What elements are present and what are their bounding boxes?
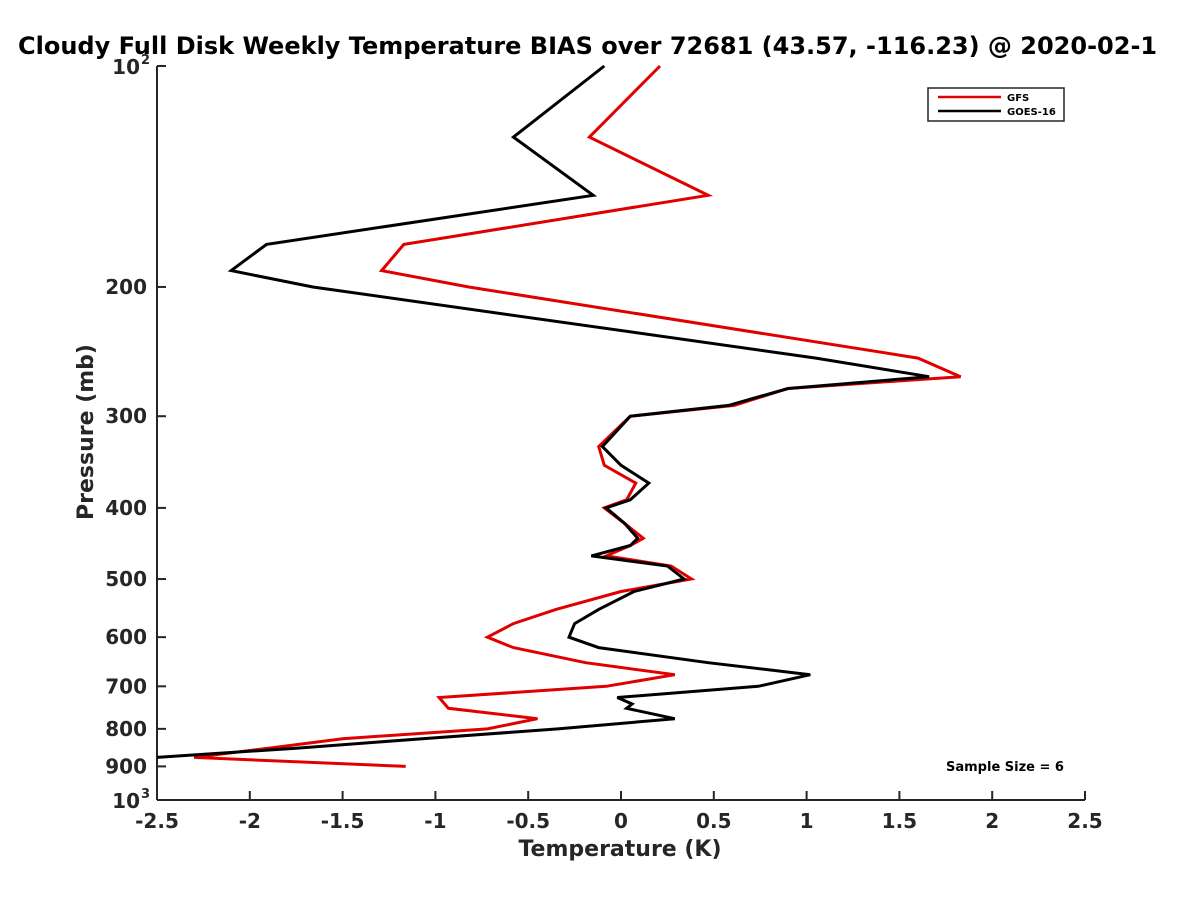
legend-entry: GFS: [1007, 93, 1029, 104]
x-axis: -2.5 -2 -1.5 -1 -0.5 0 0.5 1 1.5 2 2.5: [135, 791, 1103, 833]
y-tick-label: 800: [105, 717, 147, 741]
x-tick-label: -1: [424, 809, 446, 833]
y-tick-label: 300: [105, 404, 147, 428]
y-tick-label: 200: [105, 275, 147, 299]
y-tick-label: 700: [105, 674, 147, 698]
y-tick-label: 600: [105, 625, 147, 649]
y-tick-label: 900: [105, 754, 147, 778]
legend: GFS GOES-16: [927, 87, 1065, 122]
x-tick-label: 2.5: [1067, 809, 1102, 833]
series-lines: [156, 64, 962, 768]
sample-size-annotation: Sample Size = 6: [946, 760, 1064, 775]
plot-area: [156, 66, 1085, 801]
x-tick-label: -0.5: [506, 809, 550, 833]
series-line-goes-16: [156, 64, 930, 759]
legend-box: [927, 87, 1065, 122]
legend-entry: GOES-16: [1007, 107, 1056, 118]
y-tick-exponent: 2: [141, 53, 150, 68]
y-tick-label: 400: [105, 496, 147, 520]
y-tick-label: 10: [112, 55, 140, 79]
y-axis-label: Pressure (mb): [74, 344, 99, 520]
x-tick-label: -2: [239, 809, 261, 833]
chart-title: Cloudy Full Disk Weekly Temperature BIAS…: [18, 32, 1157, 60]
x-tick-label: -1.5: [321, 809, 365, 833]
series-line-gfs: [193, 64, 962, 768]
y-tick-label: 500: [105, 567, 147, 591]
x-tick-label: -2.5: [135, 809, 179, 833]
x-tick-label: 1.5: [882, 809, 917, 833]
x-tick-label: 0.5: [696, 809, 731, 833]
y-tick-exponent: 3: [141, 787, 150, 802]
y-tick-label: 10: [112, 789, 140, 813]
x-tick-label: 2: [985, 809, 999, 833]
x-tick-label: 0: [614, 809, 628, 833]
x-axis-label: Temperature (K): [518, 837, 721, 862]
x-tick-label: 1: [800, 809, 814, 833]
